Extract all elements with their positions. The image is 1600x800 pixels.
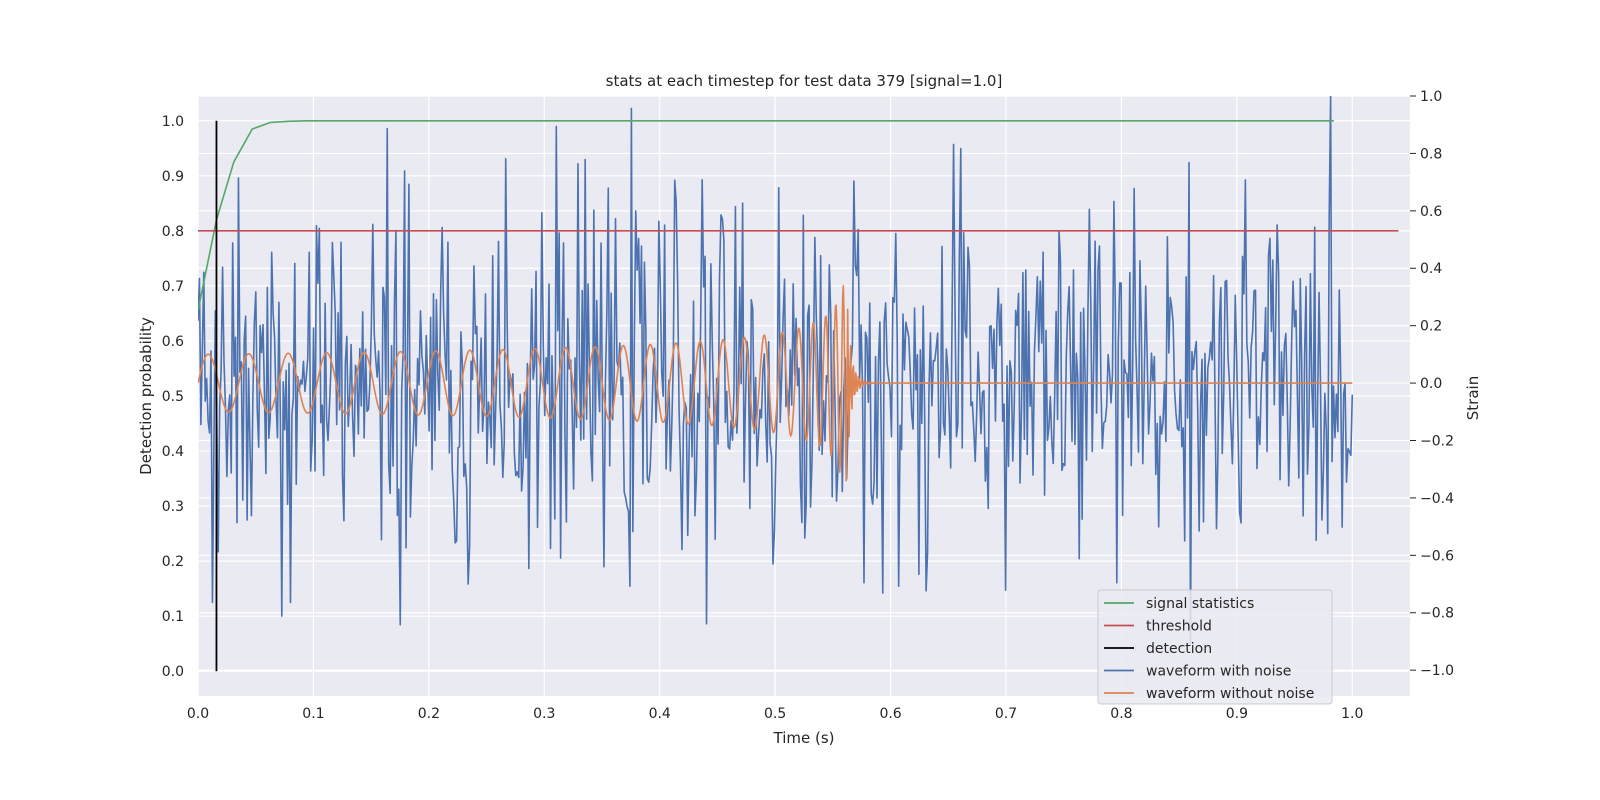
chart-title: stats at each timestep for test data 379… [606,72,1003,90]
y-right-tick-label: 1.0 [1420,89,1442,105]
y-right-tick-label: 0.2 [1420,319,1442,335]
x-tick-label: 0.7 [995,706,1017,722]
legend: signal statistics threshold detection wavef… [1097,589,1333,705]
x-tick-label: 0.8 [1110,706,1132,722]
x-tick-label: 0.9 [1226,706,1248,722]
x-tick-label: 0.3 [533,706,555,722]
y-left-tick-label: 0.7 [162,279,184,295]
y-right-tick-label: 0.8 [1420,146,1442,162]
x-axis-label: Time (s) [773,729,835,747]
x-tick-label: 0.6 [879,706,901,722]
y-right-tick-label: 0.4 [1420,261,1442,277]
y-axis-left-label: Detection probability [137,317,155,475]
y-right-tick-label: 0.6 [1420,204,1442,220]
legend-label: detection [1146,641,1212,657]
ticks: 0.0 0.1 0.2 0.3 0.4 0.5 0.6 0.7 0.8 0.9 1.0 0.0 0.1 0… [162,89,1454,722]
y-left-tick-label: 0.2 [162,554,184,570]
y-right-tick-label: 0.0 [1420,376,1442,392]
y-left-tick-label: 1.0 [162,114,184,130]
y-right-tick-label: −1.0 [1420,663,1454,679]
legend-box [1097,589,1333,705]
legend-label: threshold [1146,619,1212,635]
y-axis-right-label: Strain [1464,376,1482,420]
series-waveform-without-noise [198,284,1353,482]
series-group [198,96,1399,672]
y-left-tick-label: 0.9 [162,169,184,185]
x-tick-label: 0.0 [187,706,209,722]
x-tick-label: 0.1 [302,706,324,722]
legend-label: waveform with noise [1146,664,1291,680]
legend-label: waveform without noise [1146,686,1314,702]
x-tick-label: 0.2 [418,706,440,722]
x-tick-label: 0.5 [764,706,786,722]
x-tick-label: 0.4 [649,706,671,722]
y-left-tick-label: 0.1 [162,609,184,625]
x-tick-label: 1.0 [1341,706,1363,722]
series-waveform-with-noise [198,96,1354,645]
series-signal-statistics [198,119,1334,311]
y-left-tick-label: 0.3 [162,499,184,515]
y-right-tick-label: −0.2 [1420,433,1454,449]
y-right-tick-label: −0.6 [1420,548,1454,564]
y-right-tick-label: −0.4 [1420,491,1454,507]
y-left-tick-label: 0.0 [162,664,184,680]
y-left-tick-label: 0.5 [162,389,184,405]
y-left-tick-label: 0.6 [162,334,184,350]
y-left-tick-label: 0.4 [162,444,184,460]
y-right-tick-label: −0.8 [1420,606,1454,622]
legend-label: signal statistics [1146,596,1254,612]
y-left-tick-label: 0.8 [162,224,184,240]
